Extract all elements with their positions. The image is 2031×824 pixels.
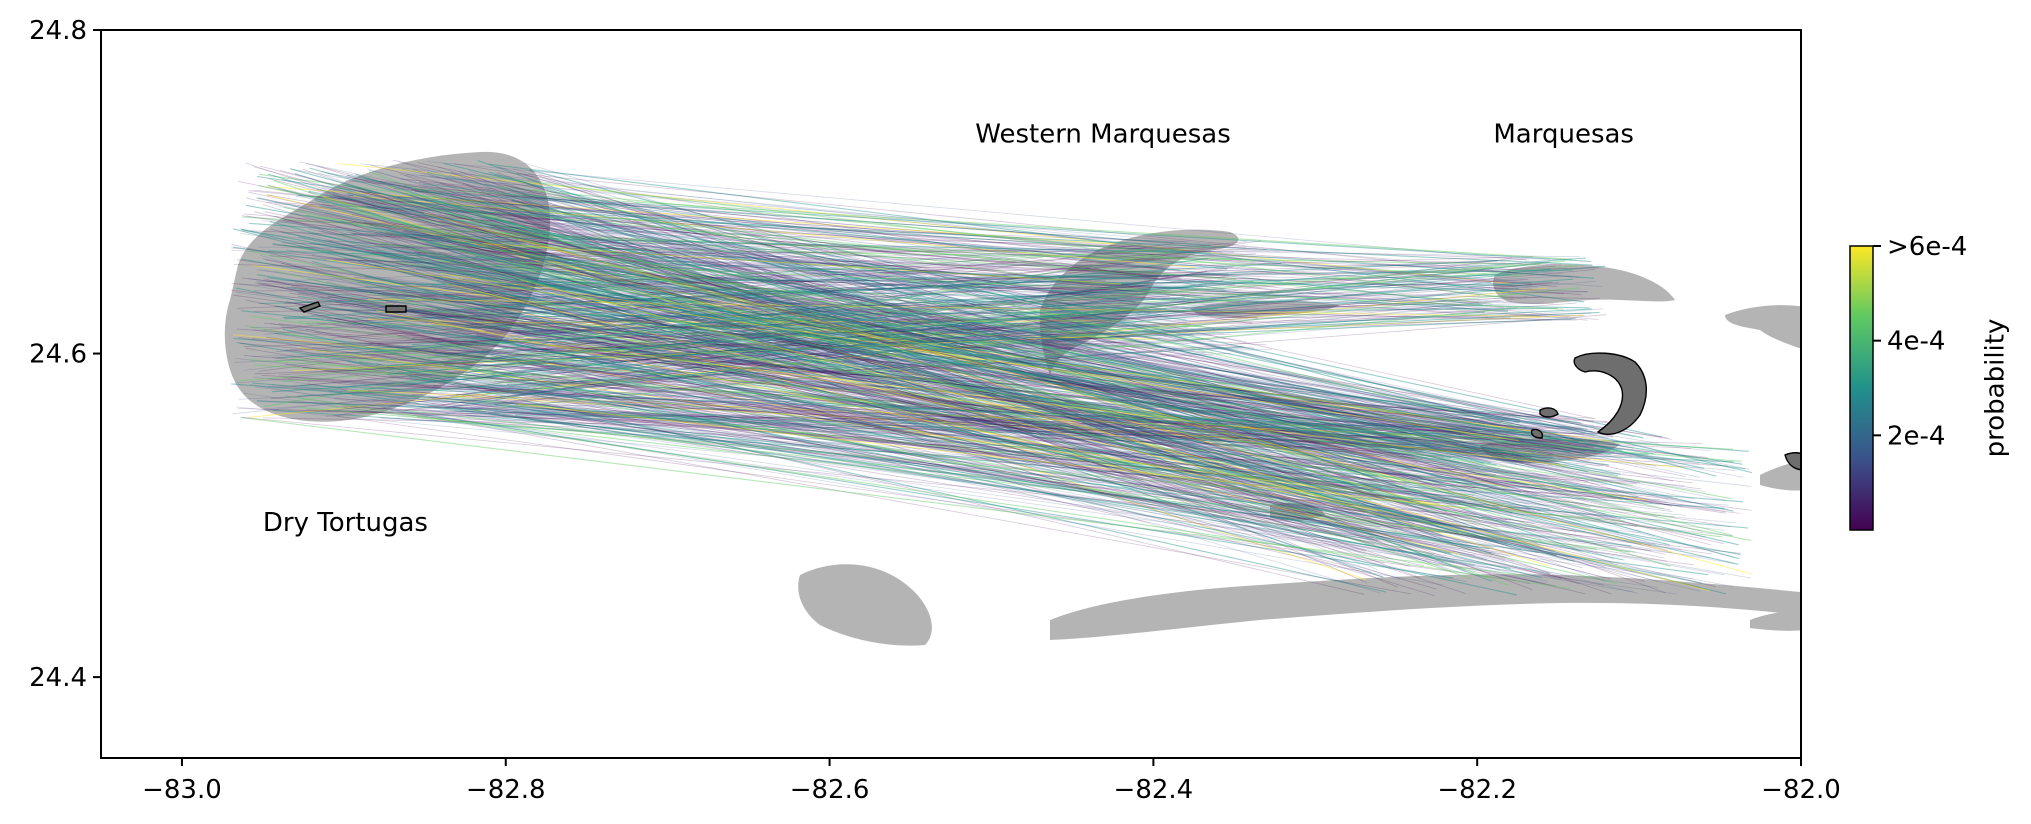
x-tick-label: −82.8 (466, 775, 546, 805)
colorbar: 2e-4 4e-4 >6e-4 probability (1850, 232, 2011, 530)
colorbar-tick-label: 4e-4 (1887, 327, 1945, 357)
colorbar-tick-label: 2e-4 (1887, 421, 1945, 451)
y-tick-label: 24.4 (29, 663, 87, 693)
y-tick-label: 24.8 (29, 16, 87, 46)
place-label-western-marquesas: Western Marquesas (975, 120, 1230, 150)
x-tick-label: −82.6 (790, 775, 870, 805)
x-tick-label: −82.2 (1437, 775, 1517, 805)
x-tick-label: −82.4 (1114, 775, 1194, 805)
colorbar-ticks: 2e-4 4e-4 >6e-4 (1873, 232, 1967, 451)
colorbar-gradient (1850, 246, 1873, 530)
x-tick-label: −83.0 (142, 775, 222, 805)
x-tick-label: −82.0 (1761, 775, 1841, 805)
colorbar-tick-label: >6e-4 (1887, 232, 1967, 262)
place-label-dry-tortugas: Dry Tortugas (263, 508, 428, 538)
x-axis-ticks: −83.0 −82.8 −82.6 −82.4 −82.2 −82.0 (142, 758, 1841, 805)
y-axis-ticks: 24.4 24.6 24.8 (29, 16, 101, 693)
place-label-marquesas: Marquesas (1493, 120, 1634, 150)
y-tick-label: 24.6 (29, 340, 87, 370)
colorbar-label: probability (1981, 319, 2011, 458)
